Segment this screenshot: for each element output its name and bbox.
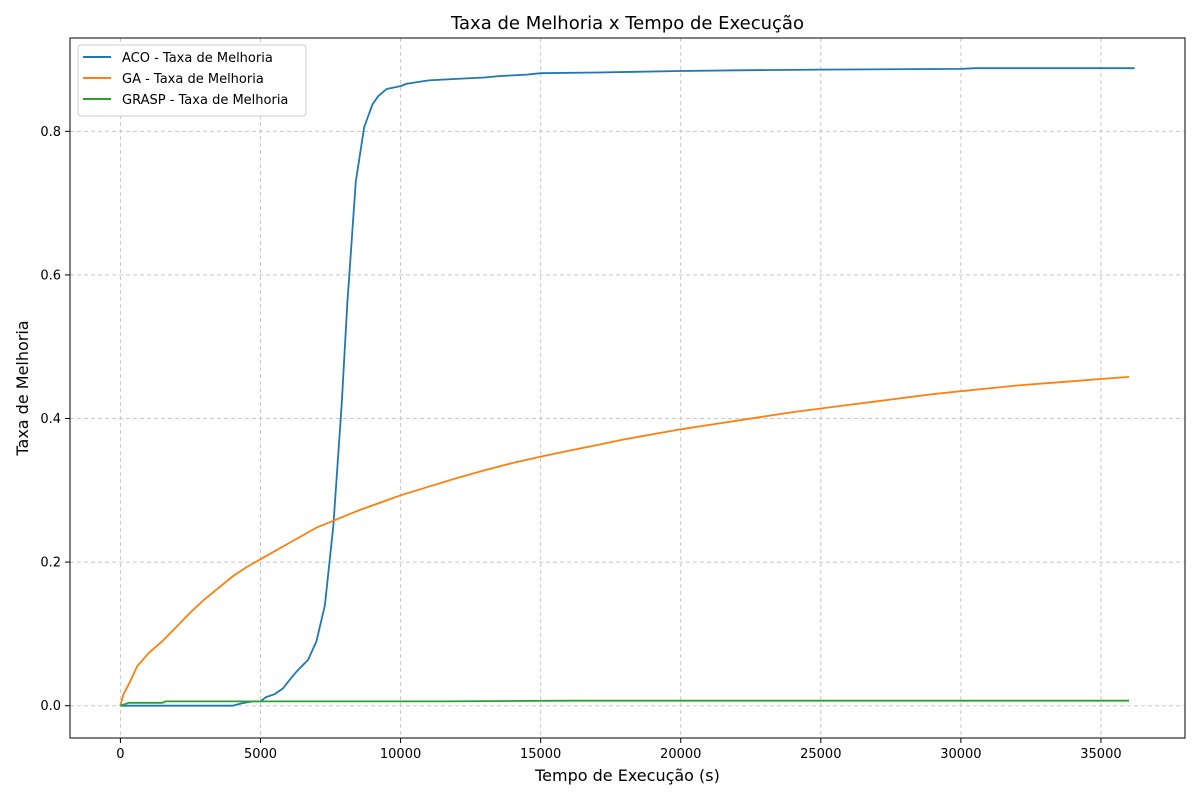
series-line-1 <box>119 376 1130 706</box>
y-tick-label: 0.8 <box>40 125 61 140</box>
plot-frame <box>69 37 1186 739</box>
x-axis-ticks: 0 5000 10000 15000 20000 25000 30000 35000 <box>116 738 1122 762</box>
y-axis-ticks: 0.0 0.2 0.4 0.6 0.8 <box>40 125 70 714</box>
x-tick-label: 35000 <box>1080 747 1121 762</box>
x-tick-label: 15000 <box>520 747 561 762</box>
legend-label-1: GA - Taxa de Melhoria <box>122 72 264 87</box>
legend-label-0: ACO - Taxa de Melhoria <box>122 51 273 66</box>
series-group <box>119 67 1135 707</box>
series-line-2 <box>120 699 1129 707</box>
y-tick-label: 0.0 <box>40 699 61 714</box>
x-tick-label: 20000 <box>660 747 701 762</box>
legend-box <box>77 44 307 117</box>
y-tick-label: 0.2 <box>40 556 61 571</box>
legend: ACO - Taxa de Melhoria GA - Taxa de Melho… <box>77 44 307 117</box>
x-axis-label: Tempo de Execução (s) <box>534 766 720 785</box>
legend-label-2: GRASP - Taxa de Melhoria <box>122 93 288 108</box>
x-tick-label: 5000 <box>244 747 277 762</box>
x-tick-label: 10000 <box>380 747 421 762</box>
chart-title: Taxa de Melhoria x Tempo de Execução <box>450 13 804 34</box>
y-tick-label: 0.4 <box>40 412 61 427</box>
x-tick-label: 25000 <box>800 747 841 762</box>
x-tick-label: 30000 <box>940 747 981 762</box>
x-tick-label: 0 <box>116 747 124 762</box>
y-axis-label: Taxa de Melhoria <box>13 320 32 456</box>
y-tick-label: 0.6 <box>40 268 61 283</box>
